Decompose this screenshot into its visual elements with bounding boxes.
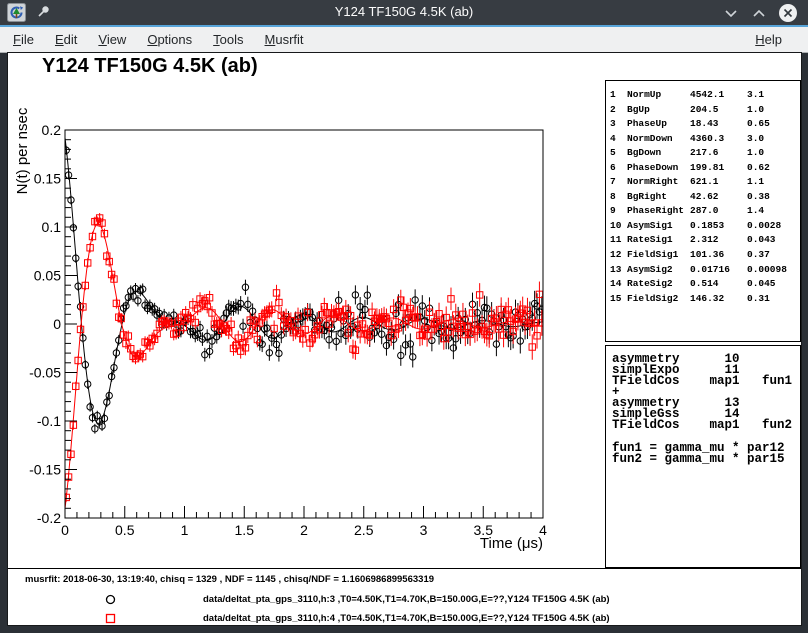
svg-text:-0.2: -0.2 <box>37 510 61 526</box>
theory-curve <box>65 224 543 509</box>
svg-text:-0.15: -0.15 <box>29 462 61 478</box>
param-row: 14RateSig20.5140.045 <box>610 277 800 292</box>
param-row: 3PhaseUp18.430.65 <box>610 117 800 132</box>
menu-item-edit[interactable]: Edit <box>52 30 80 49</box>
info-divider <box>8 568 801 569</box>
param-row: 1NormUp4542.13.1 <box>610 88 800 103</box>
svg-text:2.5: 2.5 <box>354 522 374 538</box>
menubar: File Edit View Options Tools Musrfit Help <box>0 27 808 53</box>
plot-canvas[interactable]: 00.511.522.533.54-0.2-0.15-0.1-0.0500.05… <box>8 53 608 573</box>
legend-entry: data/deltat_pta_gps_3110,h:3 ,T0=4.50K,T… <box>105 592 610 606</box>
svg-text:-0.05: -0.05 <box>29 365 61 381</box>
series-1 <box>63 138 545 434</box>
window-title: Y124 TF150G 4.5K (ab) <box>0 4 808 19</box>
param-row: 9PhaseRight287.01.4 <box>610 204 800 219</box>
param-row: 4NormDown4360.33.0 <box>610 132 800 147</box>
maximize-button[interactable] <box>748 2 770 24</box>
param-row: 10AsymSig10.18530.0028 <box>610 219 800 234</box>
legend-entry: data/deltat_pta_gps_3110,h:4 ,T0=4.50K,T… <box>105 611 610 625</box>
svg-text:0: 0 <box>53 316 61 332</box>
app-window: Y124 TF150G 4.5K (ab) File Edit View Option… <box>0 0 808 633</box>
minimize-button[interactable] <box>720 2 742 24</box>
legend-marker-square-icon <box>105 613 116 624</box>
svg-text:0.05: 0.05 <box>34 268 61 284</box>
param-row: 13AsymSig20.017160.00098 <box>610 263 800 278</box>
legend-marker-circle-icon <box>105 594 116 605</box>
param-row: 15FieldSig2146.320.31 <box>610 292 800 307</box>
param-row: 11RateSig12.3120.043 <box>610 233 800 248</box>
legend-label: data/deltat_pta_gps_3110,h:4 ,T0=4.50K,T… <box>203 613 610 624</box>
x-axis: 00.511.522.533.54 <box>61 506 547 538</box>
param-row: 7NormRight621.11.1 <box>610 175 800 190</box>
param-row: 8BgRight42.620.38 <box>610 190 800 205</box>
menubar-items: File Edit View Options Tools Musrfit <box>10 30 322 49</box>
svg-text:-0.1: -0.1 <box>37 413 61 429</box>
series-2 <box>63 213 545 509</box>
param-row: 2BgUp204.51.0 <box>610 103 800 118</box>
svg-text:0.2: 0.2 <box>42 122 62 138</box>
menu-item-view[interactable]: View <box>95 30 129 49</box>
theory-curve <box>65 138 543 424</box>
svg-text:3: 3 <box>420 522 428 538</box>
menu-item-options[interactable]: Options <box>144 30 195 49</box>
function-lines: fun1 = gamma_mu * par12fun2 = gamma_mu *… <box>612 443 800 465</box>
menu-item-file[interactable]: File <box>10 30 37 49</box>
param-row: 6PhaseDown199.810.62 <box>610 161 800 176</box>
svg-text:1.5: 1.5 <box>235 522 255 538</box>
svg-text:2: 2 <box>300 522 308 538</box>
chevron-up-icon <box>748 2 770 24</box>
theory-lines: asymmetry 10simplExpo 11TFieldCos map1 f… <box>612 354 800 431</box>
theory-box: asymmetry 10simplExpo 11TFieldCos map1 f… <box>605 345 801 568</box>
menubar-right-items: Help <box>752 30 800 49</box>
legend-label: data/deltat_pta_gps_3110,h:3 ,T0=4.50K,T… <box>203 594 610 605</box>
y-axis-title: N(t) per nsec <box>14 107 31 194</box>
x-axis-title: Time (μs) <box>480 535 543 552</box>
fit-status-text: musrfit: 2018-06-30, 13:19:40, chisq = 1… <box>25 574 434 585</box>
parameter-table: 1NormUp4542.13.12BgUp204.51.03PhaseUp18.… <box>605 80 801 342</box>
svg-text:0.15: 0.15 <box>34 171 61 187</box>
svg-text:0: 0 <box>61 522 69 538</box>
param-row: 5BgDown217.61.0 <box>610 146 800 161</box>
menu-item-musrfit[interactable]: Musrfit <box>262 30 307 49</box>
menu-item-help[interactable]: Help <box>752 30 785 49</box>
param-row: 12FieldSig1101.360.37 <box>610 248 800 263</box>
close-icon <box>777 2 799 24</box>
svg-text:1: 1 <box>181 522 189 538</box>
svg-text:0.1: 0.1 <box>42 219 62 235</box>
titlebar: Y124 TF150G 4.5K (ab) <box>0 0 808 25</box>
svg-text:0.5: 0.5 <box>115 522 135 538</box>
close-button[interactable] <box>777 2 799 24</box>
menu-item-tools[interactable]: Tools <box>210 30 246 49</box>
chevron-down-icon <box>720 2 742 24</box>
root-canvas: Y124 TF150G 4.5K (ab) 00.511.522.533.54-… <box>8 53 801 625</box>
